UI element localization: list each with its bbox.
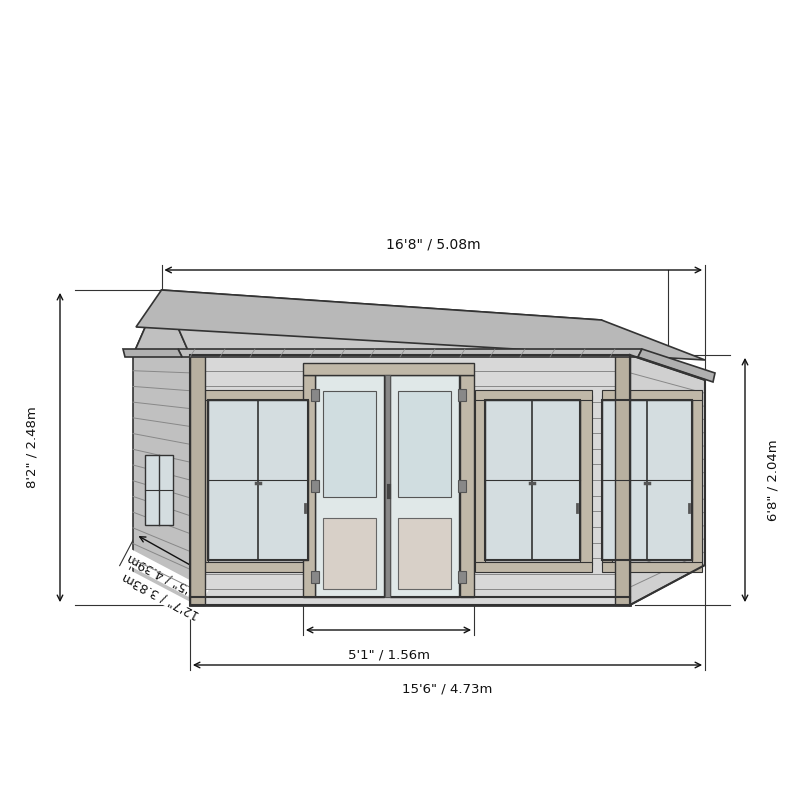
Text: 8'2" / 2.48m: 8'2" / 2.48m [26,406,38,488]
Bar [602,562,702,572]
Bar [602,390,702,400]
Polygon shape [630,355,705,605]
Text: 16'8" / 5.08m: 16'8" / 5.08m [386,238,481,252]
Text: 5'1" / 1.56m: 5'1" / 1.56m [347,648,430,661]
Bar [385,375,390,597]
Bar [303,375,315,597]
Bar [208,400,308,560]
Polygon shape [136,290,705,360]
Polygon shape [162,290,630,355]
Bar [475,395,485,565]
Text: 15'6" / 4.73m: 15'6" / 4.73m [402,683,493,696]
Bar [475,562,592,572]
Bar [475,390,592,400]
Bar [311,571,319,583]
Bar [398,390,451,497]
Bar [485,400,580,560]
Bar [198,390,318,400]
Bar [458,480,466,492]
Polygon shape [190,355,630,605]
Polygon shape [315,375,384,597]
Polygon shape [133,290,190,605]
Bar [198,395,208,565]
Bar [323,518,376,589]
Bar [190,355,630,605]
Bar [398,518,451,589]
Bar [311,480,319,492]
Bar [208,400,308,560]
Bar [615,355,630,605]
Bar [190,355,205,605]
Bar [692,395,702,565]
Bar [145,455,173,525]
Bar [580,395,592,565]
Polygon shape [390,375,459,597]
Bar [485,400,580,560]
Bar [458,389,466,401]
Polygon shape [638,349,715,382]
Bar [602,400,692,560]
Bar [198,562,318,572]
Bar [303,363,474,375]
Text: 6'8" / 2.04m: 6'8" / 2.04m [766,439,779,521]
Bar [602,400,692,560]
Text: 12'7" / 3.83m: 12'7" / 3.83m [120,570,202,621]
Polygon shape [178,349,642,357]
Bar [323,390,376,497]
Bar [458,571,466,583]
Bar [460,375,474,597]
Bar [602,395,612,565]
Bar [311,389,319,401]
Bar [308,395,318,565]
Polygon shape [123,349,182,357]
Text: 14'5" / 4.39m: 14'5" / 4.39m [126,550,207,602]
Polygon shape [133,290,190,355]
